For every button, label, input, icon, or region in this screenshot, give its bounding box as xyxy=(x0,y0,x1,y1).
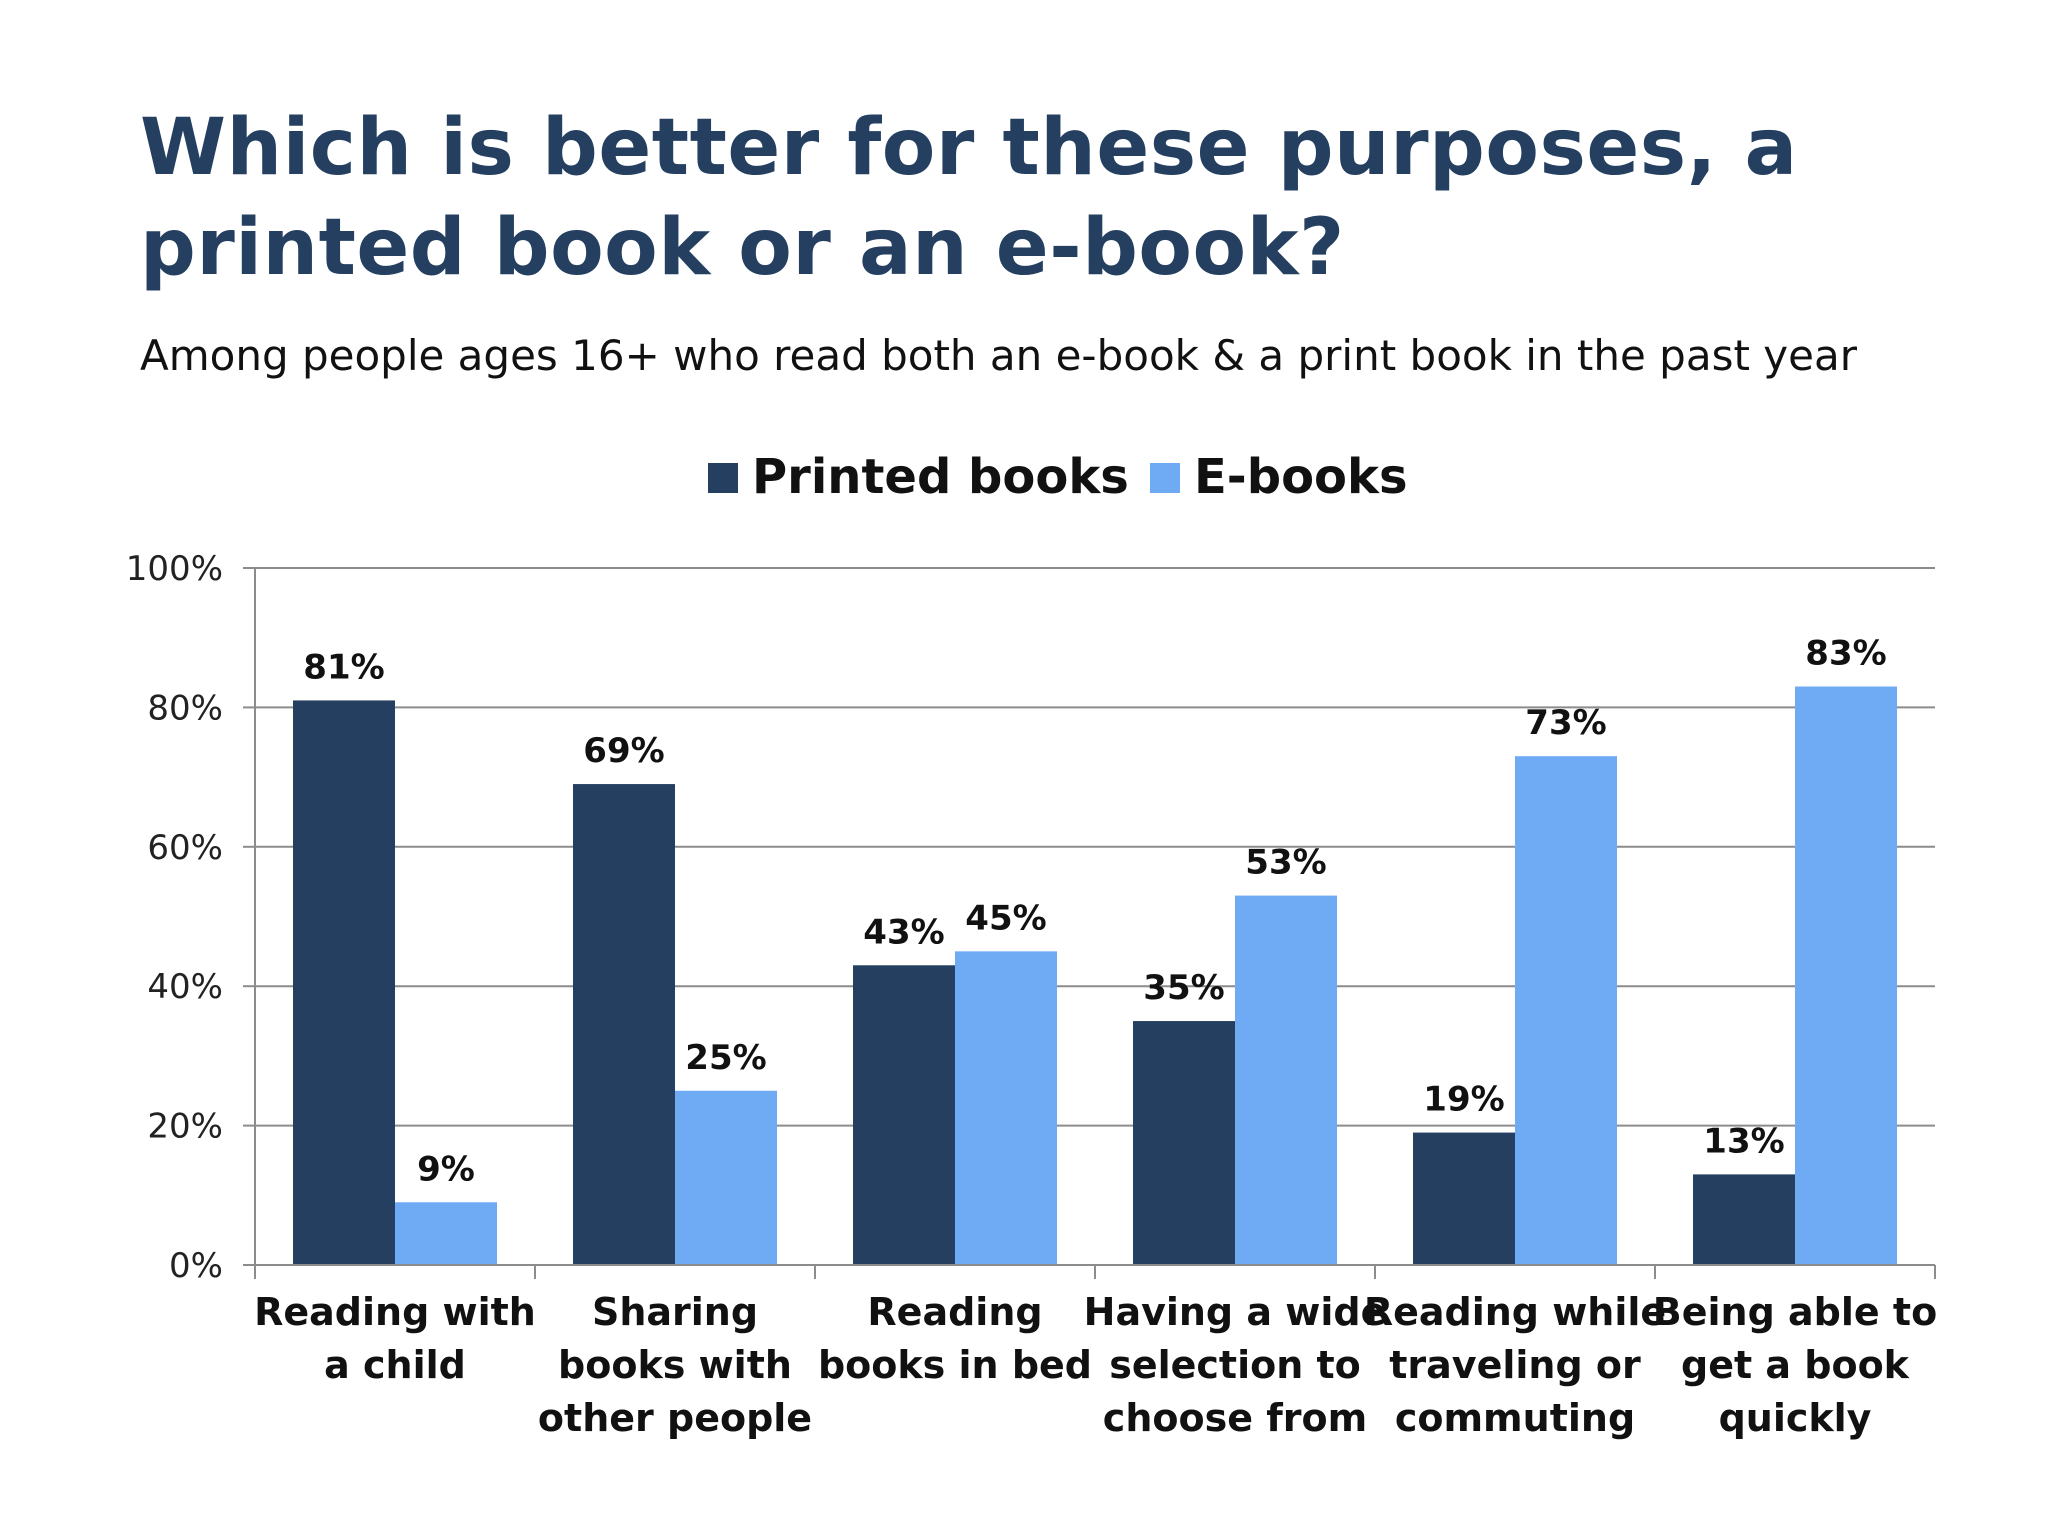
bar xyxy=(955,951,1057,1265)
data-label: 25% xyxy=(685,1038,766,1078)
y-tick-label: 80% xyxy=(147,688,223,728)
x-tick-label: selection to xyxy=(1109,1343,1361,1387)
y-axis: 0% 20% 40% 60% 80% 100% xyxy=(126,549,256,1286)
legend-swatch xyxy=(1150,463,1180,493)
legend-swatch xyxy=(708,463,738,493)
bar xyxy=(1693,1174,1795,1265)
x-tick-label: quickly xyxy=(1719,1396,1872,1440)
x-tick-label: a child xyxy=(324,1343,466,1387)
bars xyxy=(293,686,1897,1265)
x-tick-label: Sharing xyxy=(592,1290,758,1334)
data-labels: 81% 9% 69% 25% 43% 45% 35% 53% 19% 73% 13% 83% xyxy=(303,633,1886,1189)
data-label: 73% xyxy=(1525,703,1606,743)
data-label: 13% xyxy=(1703,1121,1784,1161)
x-tick-label: choose from xyxy=(1103,1396,1367,1440)
bar xyxy=(395,1202,497,1265)
x-tick-label: Reading with xyxy=(254,1290,536,1334)
bar xyxy=(573,784,675,1265)
y-tick-label: 20% xyxy=(147,1107,223,1147)
legend-label: E-books xyxy=(1194,449,1408,505)
y-tick-label: 40% xyxy=(147,967,223,1007)
gridlines xyxy=(255,567,1935,1127)
bar xyxy=(293,700,395,1265)
bar xyxy=(1795,686,1897,1265)
data-label: 83% xyxy=(1805,633,1886,673)
x-tick-label: Being able to xyxy=(1653,1290,1937,1334)
bar xyxy=(1235,895,1337,1265)
chart-title: Which is better for these purposes, a pr… xyxy=(140,103,1798,293)
chart-legend: Printed books E-books xyxy=(708,449,1408,505)
chart-subtitle: Among people ages 16+ who read both an e… xyxy=(140,331,1857,380)
x-tick-label: books in bed xyxy=(818,1343,1092,1387)
x-tick-label: books with xyxy=(558,1343,792,1387)
data-label: 45% xyxy=(965,898,1046,938)
data-label: 43% xyxy=(863,912,944,952)
y-tick-label: 0% xyxy=(169,1246,223,1286)
data-label: 81% xyxy=(303,647,384,687)
data-label: 53% xyxy=(1245,843,1326,883)
bar xyxy=(853,965,955,1265)
x-axis: Reading with a child Sharing books with othe… xyxy=(254,1264,1937,1440)
data-label: 69% xyxy=(583,731,664,771)
x-tick-label: Reading xyxy=(867,1290,1042,1334)
bar xyxy=(675,1090,777,1265)
x-tick-label: Reading while xyxy=(1364,1290,1666,1334)
x-tick-label: traveling or xyxy=(1389,1343,1641,1387)
x-tick-label: commuting xyxy=(1395,1396,1635,1440)
y-tick-label: 100% xyxy=(126,549,223,589)
bar xyxy=(1133,1021,1235,1265)
x-tick-label: get a book xyxy=(1681,1343,1910,1387)
data-label: 35% xyxy=(1143,968,1224,1008)
x-tick-label: Having a wide xyxy=(1084,1290,1387,1334)
y-tick-label: 60% xyxy=(147,828,223,868)
x-tick-label: other people xyxy=(538,1396,812,1440)
bar xyxy=(1515,756,1617,1265)
bar xyxy=(1413,1132,1515,1265)
legend-label: Printed books xyxy=(752,449,1129,505)
data-label: 9% xyxy=(417,1149,475,1189)
data-label: 19% xyxy=(1423,1080,1504,1120)
